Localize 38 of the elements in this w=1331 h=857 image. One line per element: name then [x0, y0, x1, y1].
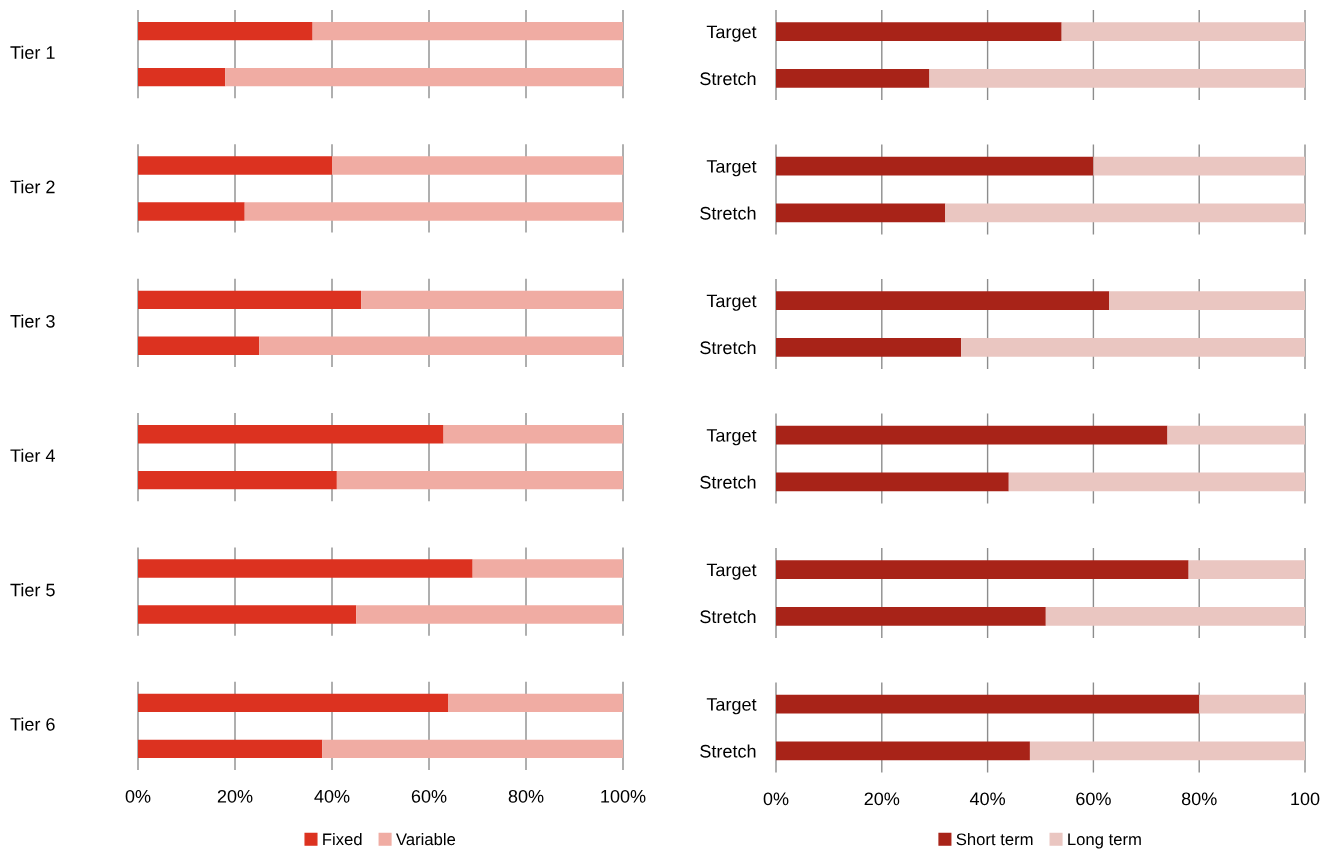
legend-label: Variable: [395, 833, 456, 846]
y-tick-label: Stretch: [700, 475, 756, 489]
bar: [776, 694, 1200, 714]
y-tick-label: Target: [706, 25, 757, 42]
y-tick-label: Target: [706, 160, 757, 177]
x-tick-label: 100: [1291, 792, 1320, 806]
x-tick-label: 20%: [217, 789, 253, 803]
bar: [1029, 741, 1305, 761]
text: Tier 6: [10, 717, 55, 731]
y-tick-label: Target: [706, 429, 757, 446]
text: Tier 5: [10, 583, 55, 597]
y-tick-label: Stretch: [700, 609, 756, 624]
x-tick-label: 60%: [411, 789, 447, 803]
legend-label: Fixed: [323, 833, 362, 846]
y-tick-label: Stretch: [700, 340, 756, 355]
x-tick-label: 0%: [763, 792, 789, 806]
y-tick-label: Stretch: [700, 744, 756, 758]
text: Tier 3: [10, 314, 55, 328]
text: Tier 4: [10, 448, 55, 463]
x-tick-label: 100%: [601, 789, 646, 803]
x-tick-label: 40%: [969, 792, 1006, 806]
bar: [776, 741, 1030, 761]
y-tick-label: Target: [706, 294, 757, 311]
x-tick-label: 80%: [1181, 792, 1217, 806]
x-tick-label: 80%: [508, 789, 544, 803]
y-tick-label: Target: [706, 563, 757, 580]
x-tick-label: 20%: [864, 792, 900, 806]
x-tick-label: 0%: [125, 789, 151, 803]
bar: [1199, 694, 1305, 714]
x-tick-label: 40%: [314, 789, 350, 803]
y-tick-label: Stretch: [700, 206, 756, 220]
x-tick-label: 60%: [1076, 792, 1111, 806]
legend-label: Long term: [1068, 833, 1141, 849]
legend-label: Short term: [956, 833, 1033, 846]
y-tick-label: Stretch: [700, 71, 756, 86]
text: Tier 1: [10, 45, 55, 59]
text: Tier 2: [10, 180, 55, 194]
y-tick-label: Target: [706, 698, 757, 715]
